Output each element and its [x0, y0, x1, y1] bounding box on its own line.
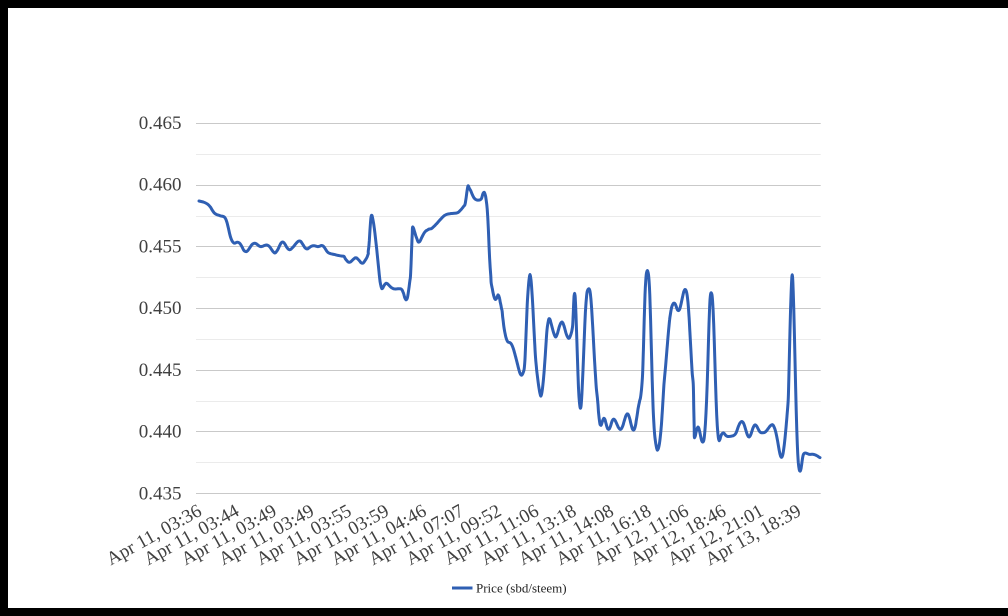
svg-text:0.440: 0.440: [139, 422, 182, 443]
svg-text:0.465: 0.465: [139, 113, 182, 134]
svg-text:0.445: 0.445: [139, 360, 182, 381]
svg-text:0.455: 0.455: [139, 236, 182, 257]
svg-text:0.450: 0.450: [139, 298, 182, 319]
svg-text:0.460: 0.460: [139, 175, 182, 196]
svg-text:Price (sbd/steem): Price (sbd/steem): [476, 581, 567, 596]
svg-text:0.435: 0.435: [139, 483, 182, 504]
